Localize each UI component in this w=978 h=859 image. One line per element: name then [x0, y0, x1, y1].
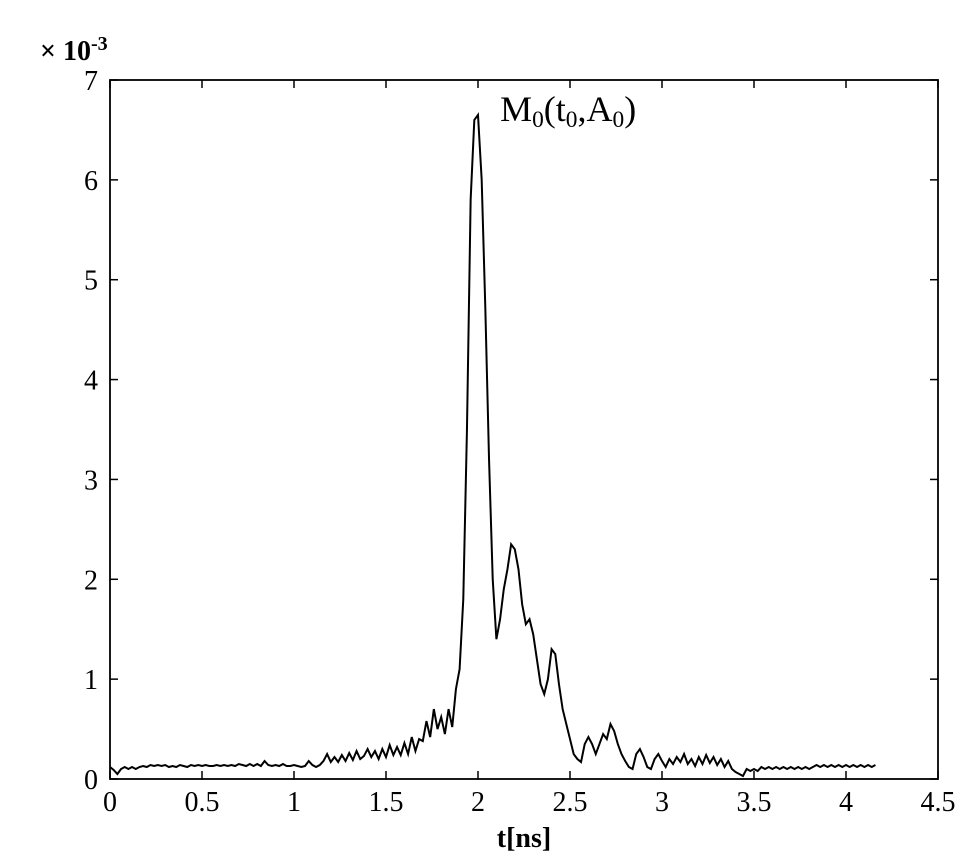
y-tick-label: 7 — [84, 66, 98, 97]
y-tick-label: 6 — [84, 166, 98, 197]
chart-svg: 0 0.5 1 1.5 2 2.5 3 3.5 4 4.5 0 1 2 3 4 5 6 7 t[ns] × 10-3 M… — [0, 0, 978, 859]
x-tick-label: 1 — [287, 787, 301, 818]
x-tick-label: 2 — [471, 787, 485, 818]
y-tick-label: 2 — [84, 565, 98, 596]
signal-trace — [110, 115, 875, 776]
x-tick-label: 0.5 — [185, 787, 220, 818]
x-tick-label: 4 — [839, 787, 853, 818]
x-tick-label: 0 — [103, 787, 117, 818]
y-tick-label: 3 — [84, 465, 98, 496]
x-tick-label: 2.5 — [553, 787, 588, 818]
plot-box — [110, 80, 938, 779]
y-tick-label: 0 — [84, 765, 98, 796]
y-tick-label: 4 — [84, 366, 98, 397]
y-tick-label: 5 — [84, 266, 98, 297]
chart-container: 0 0.5 1 1.5 2 2.5 3 3.5 4 4.5 0 1 2 3 4 5 6 7 t[ns] × 10-3 M… — [0, 0, 978, 859]
x-tick-label: 3.5 — [737, 787, 772, 818]
y-tick-label: 1 — [84, 665, 98, 696]
peak-annotation: M0(t0,A0) — [500, 89, 636, 133]
y-exponent-label: × 10-3 — [40, 33, 108, 67]
x-tick-label: 3 — [655, 787, 669, 818]
x-tick-label: 1.5 — [369, 787, 404, 818]
x-tick-label: 4.5 — [921, 787, 956, 818]
x-axis-label: t[ns] — [497, 823, 551, 854]
